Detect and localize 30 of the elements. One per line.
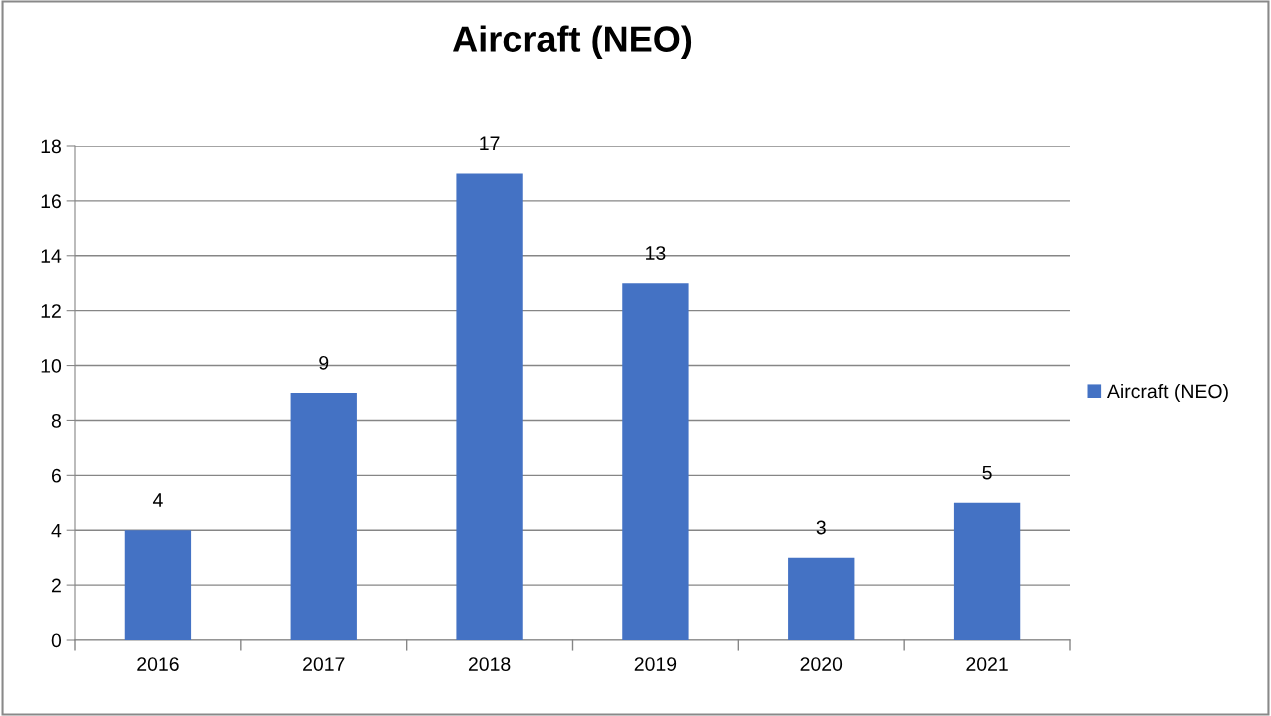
bar bbox=[953, 502, 1021, 640]
chart-title: Aircraft (NEO) bbox=[453, 25, 692, 60]
bar bbox=[290, 393, 357, 640]
data-label: 17 bbox=[480, 136, 500, 150]
y-tick-label: 0 bbox=[51, 633, 62, 648]
y-tick-label: 10 bbox=[41, 359, 62, 373]
y-tick-label: 16 bbox=[41, 194, 61, 209]
data-label: 13 bbox=[646, 246, 666, 260]
y-tick-label: 18 bbox=[41, 139, 61, 154]
y-tick-label: 12 bbox=[41, 304, 61, 318]
x-tick-label: 2016 bbox=[137, 657, 179, 671]
data-label: 5 bbox=[982, 465, 992, 480]
x-tick-label: 2020 bbox=[800, 657, 843, 671]
x-tick-label: 2019 bbox=[634, 657, 677, 671]
data-label: 3 bbox=[816, 520, 826, 535]
x-tick-label: 2017 bbox=[303, 657, 345, 671]
bar bbox=[124, 530, 192, 640]
y-tick-label: 2 bbox=[51, 578, 61, 593]
bar bbox=[622, 283, 689, 640]
y-tick-label: 8 bbox=[51, 413, 61, 428]
data-label: 4 bbox=[152, 493, 163, 507]
y-tick-label: 6 bbox=[51, 468, 61, 483]
y-tick-label: 14 bbox=[41, 249, 62, 263]
x-tick-label: 2018 bbox=[468, 657, 511, 671]
bar bbox=[788, 557, 855, 640]
y-tick-label: 4 bbox=[51, 523, 62, 538]
x-tick-label: 2021 bbox=[966, 657, 1008, 671]
legend-label: Aircraft (NEO) bbox=[1106, 383, 1228, 403]
bar bbox=[456, 173, 523, 640]
data-label: 9 bbox=[319, 355, 329, 370]
